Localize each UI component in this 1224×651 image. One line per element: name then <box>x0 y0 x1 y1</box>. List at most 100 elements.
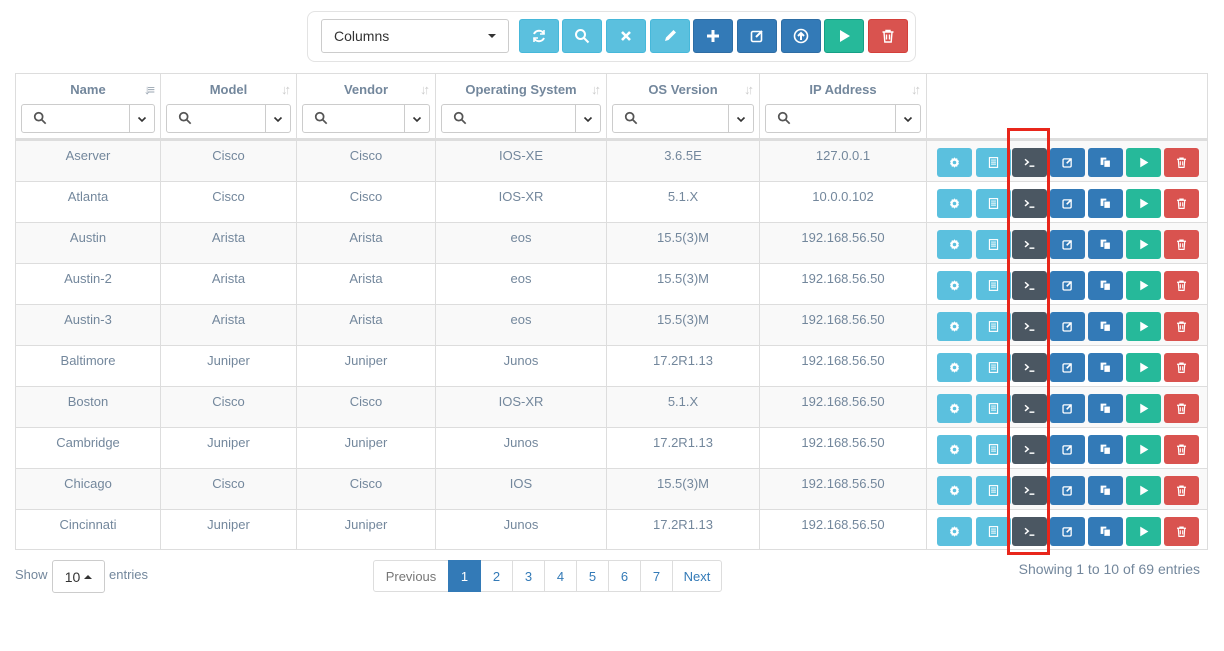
details-button[interactable] <box>976 517 1011 546</box>
edit-button[interactable] <box>1050 271 1085 300</box>
terminal-button[interactable] <box>1012 476 1047 505</box>
terminal-button[interactable] <box>1012 353 1047 382</box>
pagination-page-6[interactable]: 6 <box>608 560 641 592</box>
pagination-next[interactable]: Next <box>672 560 722 592</box>
edit-button[interactable] <box>1050 435 1085 464</box>
details-button[interactable] <box>976 271 1011 300</box>
page-length-select[interactable]: 10 <box>52 560 105 593</box>
terminal-button[interactable] <box>1012 312 1047 341</box>
filter-input-operating-system[interactable] <box>441 104 601 133</box>
filter-input-os-version[interactable] <box>612 104 754 133</box>
duplicate-button[interactable] <box>1088 189 1123 218</box>
settings-button[interactable] <box>937 517 972 546</box>
duplicate-button[interactable] <box>1088 148 1123 177</box>
settings-button[interactable] <box>937 312 972 341</box>
settings-button[interactable] <box>937 148 972 177</box>
run-button[interactable] <box>1126 312 1161 341</box>
details-button[interactable] <box>976 353 1011 382</box>
filter-input-model[interactable] <box>166 104 291 133</box>
details-button[interactable] <box>976 394 1011 423</box>
chevron-down-icon[interactable] <box>265 105 290 132</box>
edit-button[interactable] <box>1050 312 1085 341</box>
search-button[interactable] <box>562 19 602 53</box>
edit-button[interactable] <box>1050 148 1085 177</box>
pagination-page-4[interactable]: 4 <box>544 560 577 592</box>
terminal-button[interactable] <box>1012 230 1047 259</box>
edit-button[interactable] <box>1050 394 1085 423</box>
details-button[interactable] <box>976 148 1011 177</box>
delete-button[interactable] <box>1164 189 1199 218</box>
terminal-button[interactable] <box>1012 517 1047 546</box>
delete-button[interactable] <box>1164 476 1199 505</box>
delete-button[interactable] <box>1164 435 1199 464</box>
settings-button[interactable] <box>937 271 972 300</box>
pagination-page-7[interactable]: 7 <box>640 560 673 592</box>
run-button[interactable] <box>1126 271 1161 300</box>
settings-button[interactable] <box>937 476 972 505</box>
delete-button[interactable] <box>1164 353 1199 382</box>
column-header-os-version[interactable]: OS Version ↓↑ <box>607 74 760 138</box>
delete-button[interactable] <box>1164 394 1199 423</box>
sort-icon[interactable]: ↓↑ <box>420 82 430 97</box>
pagination-page-3[interactable]: 3 <box>512 560 545 592</box>
run-button[interactable] <box>1126 476 1161 505</box>
settings-button[interactable] <box>937 394 972 423</box>
run-button[interactable] <box>824 19 864 53</box>
edit-button[interactable] <box>1050 517 1085 546</box>
details-button[interactable] <box>976 312 1011 341</box>
sort-desc-icon[interactable]: ↓≡ <box>143 82 155 97</box>
pagination-previous[interactable]: Previous <box>373 560 449 592</box>
duplicate-button[interactable] <box>1088 517 1123 546</box>
duplicate-button[interactable] <box>1088 230 1123 259</box>
refresh-button[interactable] <box>519 19 559 53</box>
chevron-down-icon[interactable] <box>404 105 429 132</box>
chevron-down-icon[interactable] <box>728 105 753 132</box>
column-header-model[interactable]: Model ↓↑ <box>161 74 297 138</box>
edit-button[interactable] <box>1050 353 1085 382</box>
edit-button[interactable] <box>650 19 690 53</box>
column-header-vendor[interactable]: Vendor ↓↑ <box>297 74 436 138</box>
pagination-page-1[interactable]: 1 <box>448 560 481 592</box>
duplicate-button[interactable] <box>1088 271 1123 300</box>
duplicate-button[interactable] <box>1088 353 1123 382</box>
pagination-page-5[interactable]: 5 <box>576 560 609 592</box>
delete-button[interactable] <box>1164 517 1199 546</box>
edit-selected-button[interactable] <box>737 19 777 53</box>
duplicate-button[interactable] <box>1088 312 1123 341</box>
details-button[interactable] <box>976 476 1011 505</box>
details-button[interactable] <box>976 230 1011 259</box>
filter-input-name[interactable] <box>21 104 155 133</box>
terminal-button[interactable] <box>1012 148 1047 177</box>
column-header-operating-system[interactable]: Operating System ↓↑ <box>436 74 607 138</box>
details-button[interactable] <box>976 189 1011 218</box>
details-button[interactable] <box>976 435 1011 464</box>
terminal-button[interactable] <box>1012 271 1047 300</box>
sort-icon[interactable]: ↓↑ <box>281 82 291 97</box>
sort-icon[interactable]: ↓↑ <box>591 82 601 97</box>
filter-input-vendor[interactable] <box>302 104 430 133</box>
clear-button[interactable] <box>606 19 646 53</box>
filter-input-ip-address[interactable] <box>765 104 921 133</box>
settings-button[interactable] <box>937 353 972 382</box>
delete-button[interactable] <box>1164 148 1199 177</box>
edit-button[interactable] <box>1050 230 1085 259</box>
add-button[interactable] <box>693 19 733 53</box>
sort-icon[interactable]: ↓↑ <box>744 82 754 97</box>
delete-button[interactable] <box>1164 271 1199 300</box>
column-header-name[interactable]: Name ↓≡ <box>16 74 161 138</box>
terminal-button[interactable] <box>1012 394 1047 423</box>
delete-button[interactable] <box>1164 230 1199 259</box>
settings-button[interactable] <box>937 230 972 259</box>
run-button[interactable] <box>1126 148 1161 177</box>
run-button[interactable] <box>1126 517 1161 546</box>
sort-icon[interactable]: ↓↑ <box>911 82 921 97</box>
chevron-down-icon[interactable] <box>895 105 920 132</box>
chevron-down-icon[interactable] <box>575 105 600 132</box>
edit-button[interactable] <box>1050 189 1085 218</box>
duplicate-button[interactable] <box>1088 394 1123 423</box>
run-button[interactable] <box>1126 435 1161 464</box>
edit-button[interactable] <box>1050 476 1085 505</box>
settings-button[interactable] <box>937 435 972 464</box>
delete-button[interactable] <box>1164 312 1199 341</box>
duplicate-button[interactable] <box>1088 435 1123 464</box>
